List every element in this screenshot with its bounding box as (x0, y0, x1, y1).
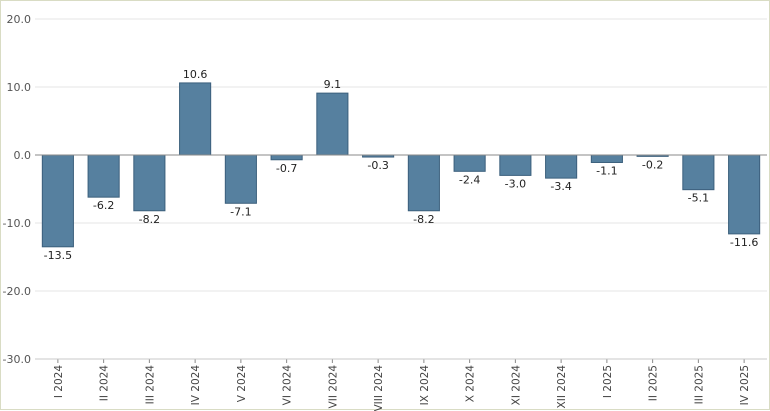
axes: 20.0 10.0 0.0 -10.0 -20.0 -30.0 I 2024 II 2024 I… (3, 13, 767, 411)
x-tick-label: VII 2024 (327, 365, 339, 409)
bar (41, 154, 74, 248)
bar (179, 82, 212, 156)
bar (87, 154, 120, 198)
data-label: -13.5 (44, 249, 72, 262)
data-label: -3.4 (550, 180, 571, 193)
data-label: -8.2 (139, 213, 160, 226)
data-label: -6.2 (93, 199, 114, 212)
x-tick-label: II 2025 (648, 365, 660, 401)
y-tick-label: -20.0 (3, 285, 31, 298)
data-label: -0.2 (642, 158, 663, 171)
bar (133, 154, 166, 212)
data-label: -0.3 (367, 159, 388, 172)
bar (224, 154, 257, 204)
data-label: -8.2 (413, 213, 434, 226)
data-label: -11.6 (730, 236, 758, 249)
bar (316, 92, 349, 156)
x-tick-label: IX 2024 (419, 365, 431, 406)
x-tick-label: VIII 2024 (373, 365, 385, 411)
x-tick-label: X 2024 (465, 365, 477, 403)
bar (545, 154, 578, 179)
x-tick-label: XI 2024 (510, 365, 522, 406)
data-label: -7.1 (230, 205, 251, 218)
y-tick-label: -30.0 (3, 353, 31, 366)
x-tick-label: IV 2024 (190, 365, 202, 406)
y-tick-label: -10.0 (3, 217, 31, 230)
data-label: -3.0 (505, 177, 526, 190)
data-label: 10.6 (183, 68, 208, 81)
data-label: -0.7 (276, 162, 297, 175)
x-tick-label: XII 2024 (556, 365, 568, 409)
x-tick-label: I 2024 (53, 365, 65, 398)
bars (41, 82, 761, 248)
y-tick-label: 10.0 (7, 81, 32, 94)
data-label: -2.4 (459, 173, 480, 186)
data-label: -1.1 (596, 164, 617, 177)
x-tick-label: II 2024 (99, 365, 111, 402)
bar (499, 154, 532, 176)
bar (682, 154, 715, 191)
x-tick-label: VI 2024 (282, 365, 294, 406)
data-label: 9.1 (324, 78, 342, 91)
x-tick-label: III 2024 (144, 365, 156, 405)
x-tick-label: IV 2025 (739, 365, 751, 405)
bar (590, 154, 623, 163)
data-label: -5.1 (688, 192, 709, 205)
data-labels: -13.5 -6.2 -8.2 10.6 -7.1 -0.7 9.1 -0.3 -8.2 -2.4… (44, 68, 759, 262)
bar (728, 154, 761, 235)
y-tick-label: 20.0 (7, 13, 32, 26)
y-tick-label: 0.0 (14, 149, 32, 162)
bar (453, 154, 486, 172)
x-tick-label: V 2024 (236, 365, 248, 403)
x-tick-label: I 2025 (602, 365, 614, 398)
bar (270, 154, 303, 161)
bar (407, 154, 440, 212)
x-tick-label: III 2025 (693, 365, 705, 404)
